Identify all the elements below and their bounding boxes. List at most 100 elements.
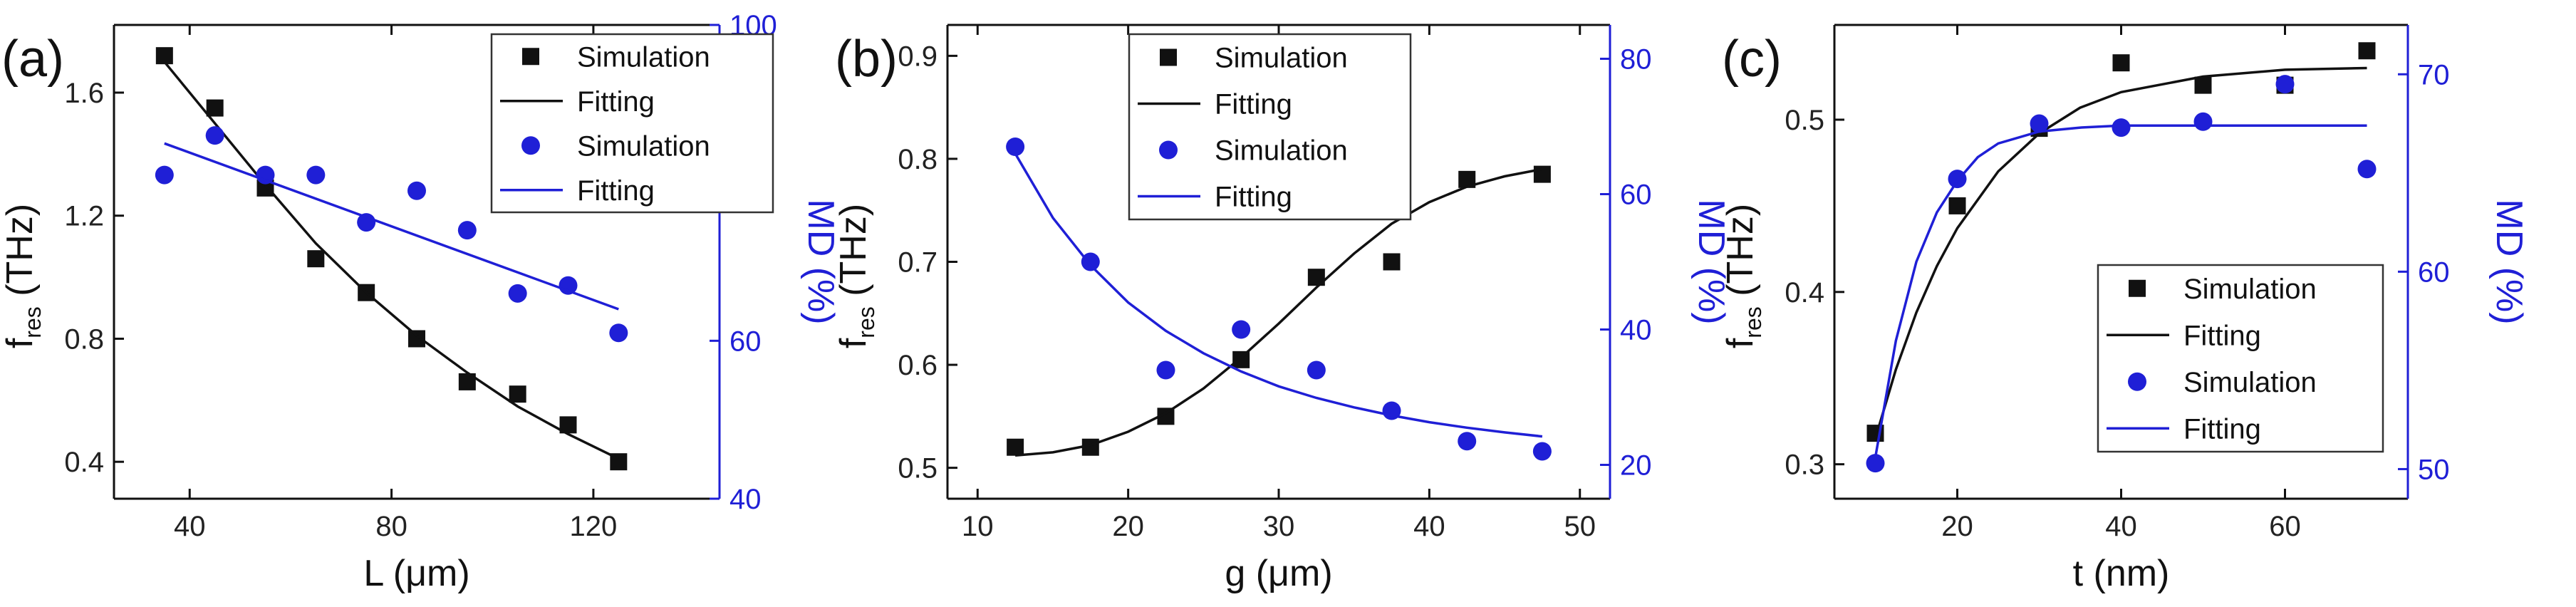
y-left-axis-label: fres (THz): [833, 204, 879, 348]
legend: Simulation Fitting Simulation Fitting: [1128, 33, 1412, 221]
data-point-circle: [2030, 114, 2049, 133]
series-2-marker-circle: [1006, 138, 1552, 461]
y-left-tick-label: 0.5: [898, 453, 938, 484]
y-right-tick-label: 50: [2418, 454, 2450, 485]
data-point-circle: [2193, 112, 2213, 131]
series-1-line: [1874, 66, 2367, 439]
data-point-circle: [155, 165, 174, 185]
legend-label: Simulation: [1215, 43, 1348, 74]
x-tick-label: 20: [1112, 511, 1144, 542]
y-right-axis-label: MD (%): [1690, 199, 1732, 324]
x-axis-label-mu: μ: [1268, 553, 1289, 594]
y-right-tick-label: 60: [729, 326, 762, 357]
y-left-label-unit: (THz): [0, 204, 41, 306]
panel-label: (c): [1722, 31, 1782, 88]
fit-line: [1874, 124, 2367, 458]
data-point-circle: [205, 126, 224, 145]
legend-marker-circle: [1159, 140, 1178, 160]
data-point-circle: [1532, 442, 1552, 461]
data-point-circle: [609, 323, 628, 343]
x-tick-label: 30: [1263, 511, 1295, 542]
data-point-circle: [306, 165, 326, 185]
y-right-axis-label: MD (%): [800, 199, 841, 324]
series-1-line: [1014, 167, 1543, 457]
x-axis-label-main: L (: [363, 553, 405, 594]
y-left-tick-label: 0.8: [64, 323, 104, 355]
y-left-label-main: f: [1720, 338, 1761, 348]
series-0-marker-square: [1007, 165, 1551, 456]
fit-line: [1874, 66, 2367, 439]
data-point-square: [307, 250, 325, 268]
x-tick-label: 120: [570, 511, 618, 542]
data-point-circle: [1081, 252, 1100, 271]
data-point-circle: [1458, 432, 1477, 451]
x-tick-label: 40: [2105, 511, 2137, 542]
legend-marker-square: [1160, 48, 1177, 66]
data-point-square: [206, 99, 224, 117]
y-left-tick-label: 0.6: [898, 350, 938, 381]
y-left-label-unit: (THz): [1720, 204, 1761, 306]
legend-label: Fitting: [1215, 89, 1292, 120]
legend-label: Simulation: [577, 130, 710, 162]
legend-marker-circle: [521, 136, 540, 155]
y-left-label-subscript: res: [1740, 306, 1766, 338]
x-axis-label: t (nm): [2073, 553, 2170, 594]
series-3-line: [164, 142, 619, 311]
y-left-label-subscript: res: [20, 306, 46, 338]
data-point-square: [509, 385, 526, 403]
y-left-tick-label: 0.7: [898, 247, 938, 279]
data-point-circle: [508, 284, 527, 303]
fit-line: [1014, 152, 1543, 438]
x-tick-label: 40: [174, 511, 206, 542]
y-left-tick-label: 1.6: [64, 78, 104, 109]
legend-label: Fitting: [577, 86, 655, 118]
legend-marker-circle: [2128, 372, 2146, 391]
data-point-square: [1383, 253, 1401, 271]
panel-label: (b): [835, 31, 898, 88]
x-axis-label-main: g (: [1225, 553, 1268, 594]
x-tick-label: 40: [1413, 511, 1445, 542]
legend-label: Simulation: [2183, 367, 2317, 398]
legend-label: Fitting: [1215, 182, 1292, 213]
y-left-tick-label: 1.2: [64, 201, 104, 232]
y-right-tick-label: 40: [1620, 315, 1652, 346]
data-point-circle: [1156, 360, 1175, 380]
series-1-line: [163, 61, 620, 460]
y-left-tick-label: 0.4: [64, 447, 104, 478]
y-right-tick-label: 70: [2418, 59, 2450, 90]
y-left-axis-label: fres (THz): [1720, 204, 1766, 348]
legend-label: Fitting: [577, 175, 655, 207]
data-point-square: [155, 47, 173, 65]
y-left-tick-label: 0.9: [898, 41, 938, 72]
series-3-line: [1014, 152, 1543, 438]
legend-label: Fitting: [2183, 413, 2261, 445]
series-3-line: [1874, 124, 2367, 458]
legend-label: Simulation: [577, 41, 710, 73]
y-right-tick-label: 60: [1620, 180, 1652, 211]
fit-line: [1014, 167, 1543, 457]
y-right-tick-label: 40: [729, 484, 762, 515]
data-point-square: [2358, 42, 2376, 60]
data-point-circle: [407, 181, 426, 200]
data-point-circle: [2112, 118, 2131, 138]
data-point-circle: [1307, 360, 1326, 380]
y-left-tick-label: 0.8: [898, 144, 938, 175]
fit-line: [164, 142, 619, 311]
legend: Simulation Fitting Simulation Fitting: [490, 33, 774, 214]
y-left-tick-label: 0.5: [1785, 105, 1824, 136]
legend-label: Simulation: [2183, 274, 2317, 305]
x-axis-label-unit: m): [427, 553, 470, 594]
data-point-circle: [457, 221, 477, 240]
data-point-circle: [1006, 138, 1025, 156]
y-left-label-main: f: [0, 338, 41, 348]
x-tick-label: 80: [375, 511, 407, 542]
y-right-tick-label: 80: [1620, 44, 1652, 76]
y-left-tick-label: 0.4: [1785, 277, 1824, 308]
panel-3: 20 40 60 0.3 0.4 0.5 50 60 70 t (nm) fres (THz) MD …: [1720, 24, 2530, 594]
x-tick-label: 50: [1564, 511, 1596, 542]
y-left-tick-label: 0.3: [1785, 450, 1824, 481]
fit-line: [163, 61, 620, 460]
data-point-circle: [2357, 160, 2377, 179]
